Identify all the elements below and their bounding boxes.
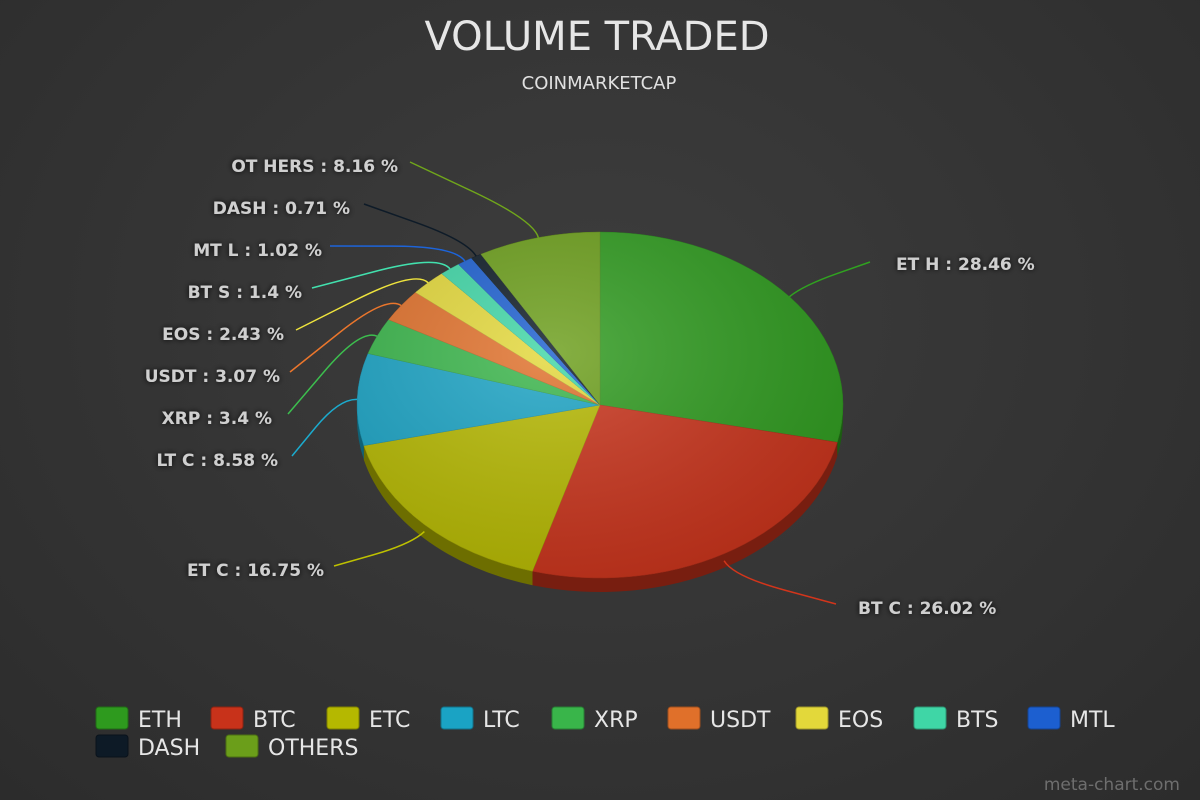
legend-item-dash[interactable]: DASH <box>95 734 200 761</box>
data-label-bts: BT S : 1.4 % <box>188 283 302 303</box>
data-label-btc: BT C : 26.02 % <box>858 599 996 619</box>
leader-line-etc <box>333 531 425 567</box>
legend-label-ltc: LTC <box>483 708 520 733</box>
legend-label-etc: ETC <box>369 708 410 733</box>
leader-line-btc <box>723 560 837 605</box>
leader-line-dash <box>363 203 477 257</box>
data-label-ltc: LT C : 8.58 % <box>156 451 278 471</box>
credit-text: meta-chart.com <box>1044 775 1180 795</box>
legend-swatch-bts <box>913 706 947 730</box>
legend-label-eth: ETH <box>138 708 182 733</box>
legend-swatch-btc <box>210 706 244 730</box>
legend-item-btc[interactable]: BTC <box>210 706 296 733</box>
legend-label-dash: DASH <box>138 736 200 761</box>
legend: ETH BTC ETC LTC XRP USDT EOS BTS MTL DASH OTHERS <box>95 706 1115 761</box>
legend-label-others: OTHERS <box>268 736 358 761</box>
legend-swatch-ltc <box>440 706 474 730</box>
legend-swatch-xrp <box>551 706 585 730</box>
data-label-eth: ET H : 28.46 % <box>896 255 1035 275</box>
legend-item-xrp[interactable]: XRP <box>551 706 638 733</box>
legend-swatch-eth <box>95 706 129 730</box>
legend-label-usdt: USDT <box>710 708 771 733</box>
legend-swatch-mtl <box>1027 706 1061 730</box>
legend-item-others[interactable]: OTHERS <box>225 734 358 761</box>
leader-line-mtl <box>329 245 466 262</box>
legend-label-eos: EOS <box>838 708 883 733</box>
legend-item-eth[interactable]: ETH <box>95 706 182 733</box>
legend-label-btc: BTC <box>253 708 296 733</box>
legend-swatch-others <box>225 734 259 758</box>
legend-swatch-dash <box>95 734 129 758</box>
legend-swatch-usdt <box>667 706 701 730</box>
leader-line-ltc <box>291 398 358 457</box>
legend-item-bts[interactable]: BTS <box>913 706 999 733</box>
leader-lines <box>287 161 871 605</box>
legend-item-mtl[interactable]: MTL <box>1027 706 1115 733</box>
data-label-etc: ET C : 16.75 % <box>187 561 324 581</box>
legend-label-bts: BTS <box>956 708 999 733</box>
chart-title: VOLUME TRADED <box>424 14 769 60</box>
data-label-mtl: MT L : 1.02 % <box>193 241 322 261</box>
legend-label-xrp: XRP <box>594 708 638 733</box>
leader-line-eos <box>295 278 429 331</box>
pie-slices <box>356 231 844 579</box>
legend-swatch-eos <box>795 706 829 730</box>
legend-item-usdt[interactable]: USDT <box>667 706 771 733</box>
legend-swatch-etc <box>326 706 360 730</box>
data-label-usdt: USDT : 3.07 % <box>145 367 280 387</box>
data-label-others: OT HERS : 8.16 % <box>231 157 398 177</box>
data-label-xrp: XRP : 3.4 % <box>162 409 272 429</box>
legend-item-etc[interactable]: ETC <box>326 706 410 733</box>
leader-line-xrp <box>287 334 378 415</box>
legend-label-mtl: MTL <box>1070 708 1115 733</box>
leader-line-bts <box>311 261 451 289</box>
data-label-eos: EOS : 2.43 % <box>162 325 284 345</box>
legend-item-ltc[interactable]: LTC <box>440 706 520 733</box>
leader-line-others <box>409 161 540 238</box>
leader-line-usdt <box>289 302 402 373</box>
data-label-dash: DASH : 0.71 % <box>213 199 350 219</box>
data-labels: ET H : 28.46 % BT C : 26.02 % ET C : 16.75… <box>145 157 1035 619</box>
leader-line-eth <box>788 261 871 298</box>
chart-subtitle: COINMARKETCAP <box>522 73 677 94</box>
legend-item-eos[interactable]: EOS <box>795 706 883 733</box>
